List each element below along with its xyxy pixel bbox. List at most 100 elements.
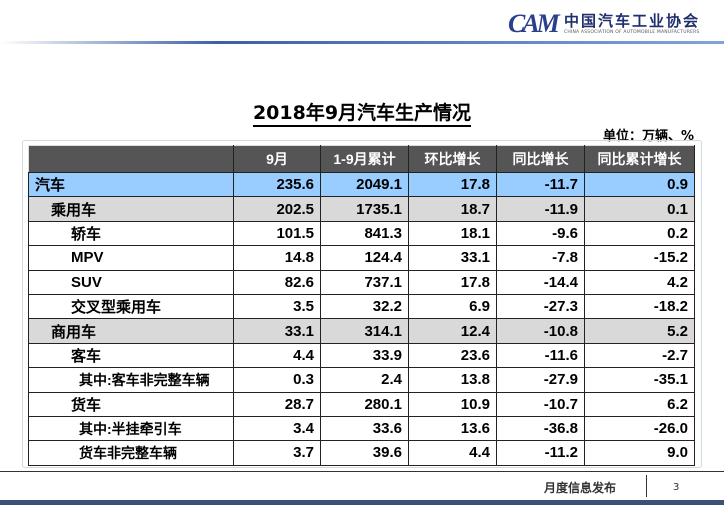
table-cell: -9.6 [496, 220, 585, 247]
row-label: 轿车 [28, 220, 234, 247]
table-cell: 4.4 [233, 342, 321, 369]
table-cell: 235.6 [233, 171, 321, 198]
table-cell: 14.8 [233, 245, 321, 271]
row-label: 货车非完整车辆 [28, 440, 234, 466]
column-header: 同比增长 [496, 145, 585, 173]
table-cell: -14.4 [496, 269, 585, 295]
footer-divider [0, 471, 724, 472]
table-cell: 1735.1 [320, 196, 409, 222]
table-cell: 2.4 [320, 367, 409, 393]
row-label: 商用车 [28, 318, 234, 344]
row-label: 乘用车 [28, 196, 234, 222]
table-cell: 3.7 [233, 440, 321, 466]
table-row: 其中:客车非完整车辆 0.3 2.4 13.8 -27.9 -35.1 [28, 367, 695, 393]
column-header: 9月 [233, 145, 321, 173]
table-cell: -27.3 [496, 293, 585, 320]
table-cell: 33.1 [233, 318, 321, 344]
table-cell: 9.0 [584, 440, 695, 466]
table-row: 货车 28.7 280.1 10.9 -10.7 6.2 [28, 391, 695, 417]
table-cell: 28.7 [233, 391, 321, 417]
table-frame [22, 140, 702, 468]
header-divider [0, 41, 724, 44]
table-cell: -15.2 [584, 245, 695, 271]
table-row: 其中:半挂牵引车 3.4 33.6 13.6 -36.8 -26.0 [28, 415, 695, 442]
table-cell: 280.1 [320, 391, 409, 417]
row-label: 其中:半挂牵引车 [28, 415, 234, 442]
table-cell: -11.2 [496, 440, 585, 466]
table-cell: 10.9 [408, 391, 497, 417]
table-cell: 3.4 [233, 415, 321, 442]
table-row: 轿车 101.5 841.3 18.1 -9.6 0.2 [28, 220, 695, 247]
table-header-row: 9月 1-9月累计 环比增长 同比增长 同比累计增长 [28, 145, 695, 173]
table-cell: 17.8 [408, 171, 497, 198]
table-cell: 314.1 [320, 318, 409, 344]
table-cell: 0.2 [584, 220, 695, 247]
logo-chinese-name: 中国汽车工业协会 [564, 12, 701, 30]
column-header: 1-9月累计 [320, 145, 409, 173]
slide-title: 2018年9月汽车生产情况 [0, 98, 724, 127]
table-cell: -10.8 [496, 318, 585, 344]
table-cell: 841.3 [320, 220, 409, 247]
table-cell: -36.8 [496, 415, 585, 442]
table-cell: -11.9 [496, 196, 585, 222]
table-cell: 0.9 [584, 171, 695, 198]
column-header: 环比增长 [408, 145, 497, 173]
table-row: SUV 82.6 737.1 17.8 -14.4 4.2 [28, 269, 695, 295]
bottom-bar [0, 500, 724, 505]
row-label: 其中:客车非完整车辆 [28, 367, 234, 393]
table-row: 乘用车 202.5 1735.1 18.7 -11.9 0.1 [28, 196, 695, 222]
table-cell: 33.9 [320, 342, 409, 369]
table-cell: 13.8 [408, 367, 497, 393]
table-cell: 82.6 [233, 269, 321, 295]
column-header: 同比累计增长 [584, 145, 695, 173]
table-cell: 2049.1 [320, 171, 409, 198]
cam-logo-mark: CAM [508, 9, 560, 38]
table-cell: -11.6 [496, 342, 585, 369]
page-number: 3 [673, 482, 680, 493]
table-cell: 101.5 [233, 220, 321, 247]
table-cell: 13.6 [408, 415, 497, 442]
row-label: SUV [28, 269, 234, 295]
table-cell: 33.6 [320, 415, 409, 442]
table-cell: 124.4 [320, 245, 409, 271]
table-cell: 33.1 [408, 245, 497, 271]
row-label: 客车 [28, 342, 234, 369]
logo-english-name: CHINA ASSOCIATION OF AUTOMOBILE MANUFACT… [564, 30, 700, 35]
table-cell: 3.5 [233, 293, 321, 320]
table-row: 商用车 33.1 314.1 12.4 -10.8 5.2 [28, 318, 695, 344]
column-header [28, 145, 234, 173]
table-row: 客车 4.4 33.9 23.6 -11.6 -2.7 [28, 342, 695, 369]
table-row: 汽车 235.6 2049.1 17.8 -11.7 0.9 [28, 171, 695, 198]
row-label: 货车 [28, 391, 234, 417]
table-cell: -11.7 [496, 171, 585, 198]
cam-logo: CAM 中国汽车工业协会 CHINA ASSOCIATION OF AUTOMO… [508, 9, 701, 38]
footer-separator [646, 475, 647, 497]
slide-title-text: 2018年9月汽车生产情况 [252, 102, 472, 127]
table-cell: 4.4 [408, 440, 497, 466]
table-cell: 12.4 [408, 318, 497, 344]
table-row: 交叉型乘用车 3.5 32.2 6.9 -27.3 -18.2 [28, 293, 695, 320]
table-cell: -26.0 [584, 415, 695, 442]
table-cell: 6.2 [584, 391, 695, 417]
footer-text: 月度信息发布 [544, 481, 617, 495]
table-cell: 4.2 [584, 269, 695, 295]
production-table: 9月 1-9月累计 环比增长 同比增长 同比累计增长 汽车 235.6 2049.1 17.8… [28, 145, 695, 466]
table-cell: -7.8 [496, 245, 585, 271]
table-cell: 0.1 [584, 196, 695, 222]
table-cell: 6.9 [408, 293, 497, 320]
table-cell: 202.5 [233, 196, 321, 222]
row-label: 汽车 [28, 171, 234, 198]
table-cell: 0.3 [233, 367, 321, 393]
row-label: MPV [28, 245, 234, 271]
table-cell: -35.1 [584, 367, 695, 393]
table-cell: 39.6 [320, 440, 409, 466]
table-cell: 17.8 [408, 269, 497, 295]
table-cell: 23.6 [408, 342, 497, 369]
table-cell: 5.2 [584, 318, 695, 344]
table-cell: -2.7 [584, 342, 695, 369]
table-row: MPV 14.8 124.4 33.1 -7.8 -15.2 [28, 245, 695, 271]
table-cell: -10.7 [496, 391, 585, 417]
table-cell: 32.2 [320, 293, 409, 320]
table-cell: 737.1 [320, 269, 409, 295]
table-row: 货车非完整车辆 3.7 39.6 4.4 -11.2 9.0 [28, 440, 695, 466]
